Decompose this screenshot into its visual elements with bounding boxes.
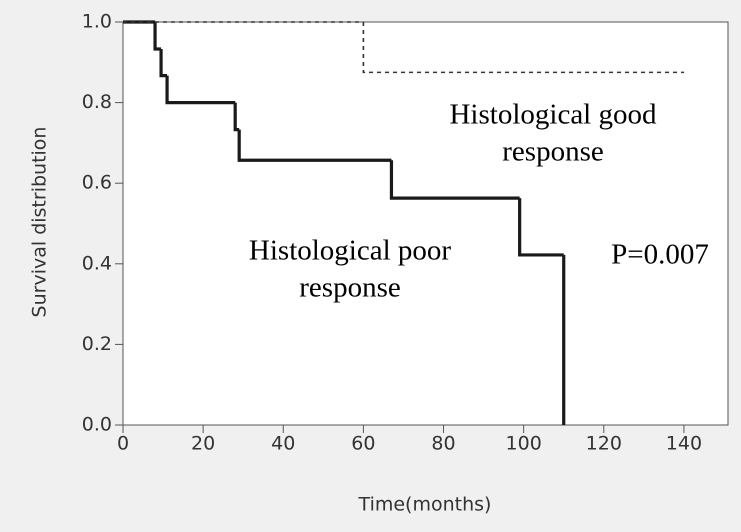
survival-step [518,198,564,257]
x-tick-label: 120 [586,433,622,455]
y-axis-title: Survival distribution [29,127,51,318]
x-axis-title: Time(months) [358,494,492,516]
x-tick-label: 0 [117,433,129,455]
annotation: response [502,136,603,168]
x-tick-label: 100 [506,433,542,455]
survival-step [159,49,168,78]
survival-step [153,22,162,51]
x-tick-label: 80 [431,433,455,455]
annotation: response [299,272,400,304]
y-tick-label: 0.2 [82,333,112,355]
annotation: P=0.007 [611,239,709,271]
x-tick-label: 140 [666,433,702,455]
survival-step [362,22,684,74]
survival-step [389,160,520,200]
plot-area [122,21,729,426]
annotation: Histological poor [249,235,452,267]
y-tick-label: 0.8 [82,91,112,113]
x-tick-label: 40 [271,433,295,455]
survival-step [165,75,236,105]
y-tick-label: 0.6 [82,172,112,194]
x-tick-label: 60 [351,433,375,455]
y-tick-label: 1.0 [82,11,112,33]
annotation: Histological good [449,99,657,131]
y-tick-label: 0.0 [82,414,112,436]
y-tick-label: 0.4 [82,252,112,274]
survival-step [237,129,392,162]
x-tick-label: 20 [191,433,215,455]
